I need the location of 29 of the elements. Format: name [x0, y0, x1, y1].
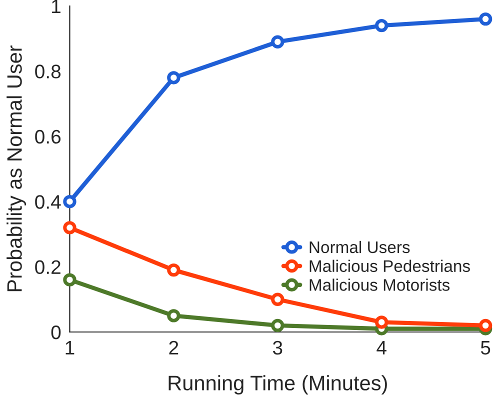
- point: [271, 318, 284, 332]
- point: [271, 35, 284, 48]
- y-tick-label: 0.6: [35, 130, 61, 144]
- y-tick-label: 0.8: [35, 64, 61, 78]
- legend-label: Malicious Pedestrians: [310, 260, 470, 272]
- x-axis-title: Running Time (Minutes): [168, 375, 387, 395]
- point: [478, 318, 492, 332]
- point: [167, 263, 180, 277]
- point: [63, 221, 76, 234]
- x-tick-label: 5: [480, 341, 490, 355]
- y-tick-label: 1: [52, 0, 60, 14]
- point: [63, 195, 76, 208]
- point: [167, 309, 180, 322]
- y-tick-label: 0.4: [35, 195, 61, 209]
- y-axis-title: Probability as Normal User: [6, 45, 26, 292]
- x-tick-label: 3: [272, 340, 282, 355]
- point: [478, 12, 492, 26]
- x-tick-label: 1: [66, 341, 74, 354]
- y-tick-label: 0.2: [35, 260, 60, 274]
- point: [63, 273, 76, 286]
- point: [374, 316, 388, 329]
- point: [167, 71, 180, 84]
- x-tick-label: 4: [376, 341, 386, 354]
- point: [374, 18, 388, 32]
- x-tick-label: 2: [169, 340, 178, 354]
- point: [271, 292, 284, 306]
- legend-label: Malicious Motorists: [310, 278, 450, 291]
- y-tick-label: 0: [51, 325, 61, 340]
- legend-label: Normal Users: [310, 240, 410, 254]
